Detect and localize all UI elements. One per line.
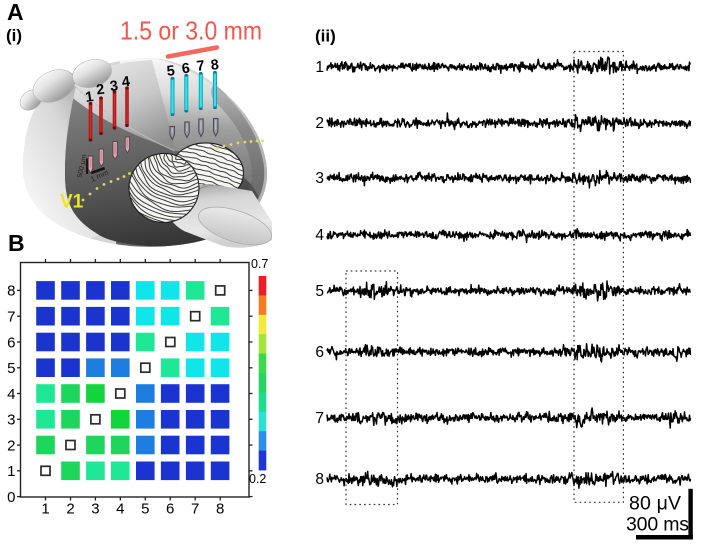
svg-text:7: 7 [7, 309, 15, 326]
svg-text:7: 7 [196, 58, 206, 75]
svg-text:4: 4 [315, 227, 324, 244]
svg-text:3: 3 [91, 501, 99, 518]
svg-text:500 μm: 500 μm [77, 154, 89, 179]
svg-text:1.5 or 3.0 mm: 1.5 or 3.0 mm [120, 16, 262, 46]
svg-text:1: 1 [315, 59, 324, 76]
svg-text:8: 8 [315, 471, 324, 488]
svg-text:A: A [7, 0, 24, 25]
svg-text:5: 5 [315, 283, 324, 300]
svg-text:4: 4 [121, 74, 131, 91]
svg-text:V1: V1 [60, 192, 84, 213]
svg-text:8: 8 [216, 501, 224, 518]
svg-text:1: 1 [84, 89, 94, 106]
svg-text:300 ms: 300 ms [626, 514, 689, 536]
svg-text:6: 6 [166, 501, 174, 518]
svg-text:2: 2 [95, 82, 105, 99]
svg-text:5: 5 [7, 360, 15, 377]
svg-text:(i): (i) [6, 26, 22, 45]
svg-text:3: 3 [315, 170, 324, 187]
svg-text:1: 1 [7, 463, 15, 480]
svg-text:2: 2 [7, 437, 15, 454]
svg-text:7: 7 [191, 501, 199, 518]
svg-text:8: 8 [7, 283, 15, 300]
svg-text:1: 1 [41, 501, 49, 518]
svg-text:3: 3 [109, 78, 119, 95]
svg-text:4: 4 [7, 386, 15, 403]
svg-text:4: 4 [116, 501, 124, 518]
svg-text:80 μV: 80 μV [629, 493, 681, 515]
svg-text:2: 2 [315, 115, 324, 132]
svg-text:8: 8 [210, 57, 220, 74]
svg-text:0: 0 [7, 489, 15, 506]
svg-text:B: B [8, 230, 25, 256]
svg-text:5: 5 [141, 501, 149, 518]
svg-text:2: 2 [66, 501, 74, 518]
svg-text:7: 7 [315, 410, 324, 427]
svg-text:6: 6 [315, 344, 324, 361]
svg-text:3: 3 [7, 412, 15, 429]
svg-text:(ii): (ii) [315, 27, 336, 46]
svg-text:0.2: 0.2 [249, 472, 266, 486]
svg-text:0.7: 0.7 [251, 257, 268, 271]
svg-text:5: 5 [166, 63, 176, 80]
svg-text:6: 6 [7, 334, 15, 351]
svg-text:6: 6 [181, 61, 191, 78]
